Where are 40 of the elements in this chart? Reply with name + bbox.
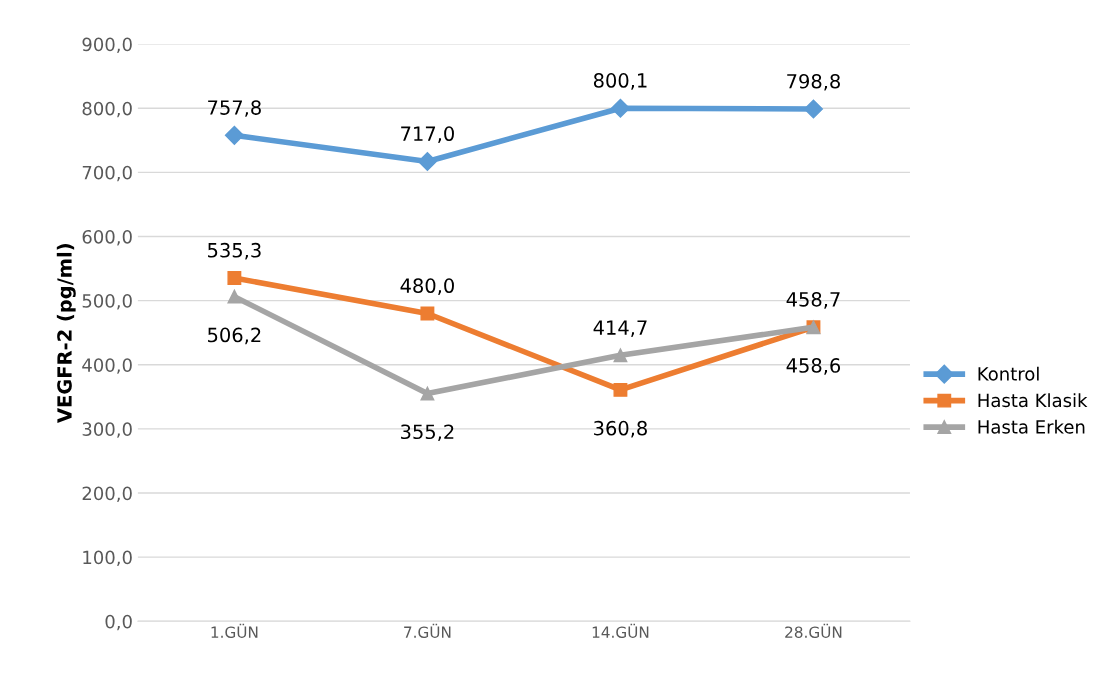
y-tick-label: 100,0: [83, 550, 132, 567]
data-label: 480,0: [400, 278, 454, 296]
x-tick-label: 28.GÜN: [785, 623, 842, 638]
data-label: 360,8: [594, 420, 647, 438]
y-tick-label: 500,0: [82, 294, 132, 310]
data-label: 458,7: [786, 291, 840, 309]
data-label: 717,0: [401, 126, 454, 144]
y-tick-label: 800,0: [82, 101, 132, 118]
y-tick-label: 900,0: [82, 37, 132, 54]
legend-label: Kontrol: [978, 366, 1039, 381]
point: [613, 382, 628, 397]
point: [227, 271, 242, 285]
point: [224, 125, 244, 145]
point: [610, 98, 630, 118]
point: [417, 151, 437, 172]
y-tick-label: 400,0: [82, 358, 132, 374]
y-tick-label: 0,0: [105, 614, 132, 631]
x-tick-label: 14.GÜN: [592, 623, 649, 638]
point: [803, 99, 823, 119]
data-label: 355,2: [401, 424, 454, 442]
data-label: 458,6: [786, 358, 841, 375]
x-tick-label: 7.GÜN: [404, 623, 451, 638]
y-tick-label: 700,0: [82, 165, 132, 182]
data-label: 798,8: [787, 73, 840, 91]
data-label: 757,8: [208, 100, 261, 117]
y-tick-label: 600,0: [82, 229, 132, 246]
point: [613, 348, 628, 363]
y-tick-label: 200,0: [82, 486, 132, 502]
data-label: 414,7: [593, 320, 647, 337]
point: [227, 289, 242, 304]
x-tick-label: 1.GÜN: [211, 623, 258, 638]
point: [420, 306, 435, 321]
y-axis-title: VEGFR-2 (pg/ml): [56, 244, 76, 423]
y-tick-label: 300,0: [82, 422, 132, 438]
legend-label: Hasta Erken: [978, 419, 1085, 434]
legend-label: Hasta Klasik: [978, 393, 1088, 408]
data-label: 535,3: [208, 242, 261, 260]
point: [420, 386, 435, 401]
data-label: 506,2: [208, 327, 261, 345]
data-label: 800,1: [593, 73, 647, 90]
